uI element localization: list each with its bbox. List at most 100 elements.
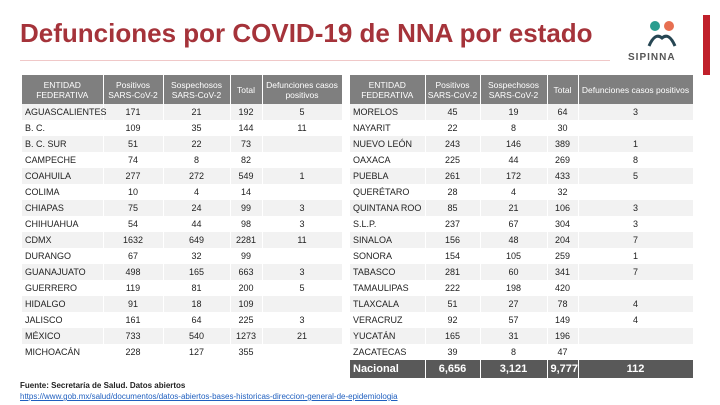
value-cell: 39	[425, 344, 481, 360]
source-link[interactable]: https://www.gob.mx/salud/documentos/dato…	[20, 392, 398, 401]
value-cell: 57	[480, 312, 548, 328]
table-row: SINALOA 156 48 204 7	[350, 232, 694, 248]
value-cell: 21	[262, 328, 343, 344]
value-cell: 127	[163, 344, 231, 360]
column-header: ENTIDAD FEDERATIVA	[22, 75, 104, 104]
column-header: Sospechosos SARS-CoV-2	[480, 75, 548, 104]
value-cell: 7	[578, 264, 694, 280]
value-cell: 277	[103, 168, 164, 184]
table-row: MÉXICO 733 540 1273 21	[22, 328, 343, 344]
value-cell: 1	[578, 136, 694, 152]
value-cell: 67	[103, 248, 164, 264]
value-cell: 44	[480, 152, 548, 168]
value-cell: 85	[425, 200, 481, 216]
value-cell: 5	[262, 280, 343, 296]
value-cell: 74	[103, 152, 164, 168]
empty-cell	[262, 136, 343, 152]
state-cell: COAHUILA	[22, 168, 104, 184]
value-cell: 8	[480, 344, 548, 360]
total-cell: 3,121	[480, 360, 548, 378]
table-row: B. C. 109 35 144 11	[22, 120, 343, 136]
state-cell: SINALOA	[350, 232, 426, 248]
empty-cell	[578, 184, 694, 200]
header-row: ENTIDAD FEDERATIVA Positivos SARS-CoV-2 So…	[22, 75, 343, 104]
header-row: ENTIDAD FEDERATIVA Positivos SARS-CoV-2 So…	[350, 75, 694, 104]
table-row: SONORA 154 105 259 1	[350, 248, 694, 264]
value-cell: 99	[230, 200, 263, 216]
state-cell: QUERÉTARO	[350, 184, 426, 200]
value-cell: 24	[163, 200, 231, 216]
value-cell: 35	[163, 120, 231, 136]
value-cell: 73	[230, 136, 263, 152]
state-cell: B. C. SUR	[22, 136, 104, 152]
value-cell: 3	[262, 312, 343, 328]
table-row: GUERRERO 119 81 200 5	[22, 280, 343, 296]
logo-icon	[647, 21, 677, 47]
value-cell: 196	[547, 328, 579, 344]
total-row: Nacional 6,656 3,121 9,777 112	[350, 360, 694, 378]
value-cell: 1273	[230, 328, 263, 344]
state-cell: SONORA	[350, 248, 426, 264]
state-cell: TLAXCALA	[350, 296, 426, 312]
title: Defunciones por COVID-19 de NNA por esta…	[20, 18, 593, 48]
empty-cell	[262, 296, 343, 312]
value-cell: 225	[230, 312, 263, 328]
value-cell: 27	[480, 296, 548, 312]
value-cell: 649	[163, 232, 231, 248]
value-cell: 119	[103, 280, 164, 296]
column-header: Positivos SARS-CoV-2	[425, 75, 481, 104]
state-cell: AGUASCALIENTES	[22, 104, 107, 120]
value-cell: 200	[230, 280, 263, 296]
column-header: Sospechosos SARS-CoV-2	[163, 75, 231, 104]
value-cell: 98	[230, 216, 263, 232]
value-cell: 3	[578, 200, 694, 216]
value-cell: 105	[480, 248, 548, 264]
table-row: ZACATECAS 39 8 47	[350, 344, 694, 360]
value-cell: 161	[103, 312, 164, 328]
table-row: COAHUILA 277 272 549 1	[22, 168, 343, 184]
value-cell: 30	[547, 120, 579, 136]
table-row: MICHOACÁN 228 127 355	[22, 344, 343, 360]
total-cell: 112	[578, 360, 694, 378]
data-table: ENTIDAD FEDERATIVA Positivos SARS-CoV-2 So…	[350, 75, 694, 378]
state-cell: NAYARIT	[350, 120, 426, 136]
value-cell: 1632	[103, 232, 164, 248]
value-cell: 109	[103, 120, 164, 136]
empty-cell	[578, 120, 694, 136]
total-cell: 6,656	[425, 360, 481, 378]
value-cell: 4	[480, 184, 548, 200]
table-row: TABASCO 281 60 341 7	[350, 264, 694, 280]
state-cell: JALISCO	[22, 312, 104, 328]
state-cell: HIDALGO	[22, 296, 104, 312]
state-cell: ZACATECAS	[350, 344, 426, 360]
value-cell: 222	[425, 280, 481, 296]
value-cell: 14	[230, 184, 263, 200]
value-cell: 21	[163, 104, 231, 120]
table-row: JALISCO 161 64 225 3	[22, 312, 343, 328]
value-cell: 156	[425, 232, 481, 248]
value-cell: 4	[163, 184, 231, 200]
value-cell: 11	[262, 232, 343, 248]
source: Fuente: Secretaría de Salud. Datos abier…	[20, 381, 186, 390]
empty-cell	[578, 328, 694, 344]
table-row: PUEBLA 261 172 433 5	[350, 168, 694, 184]
value-cell: 8	[163, 152, 231, 168]
column-header: Defunciones casos positivos	[578, 75, 694, 104]
state-cell: CAMPECHE	[22, 152, 104, 168]
table-row: TAMAULIPAS 222 198 420	[350, 280, 694, 296]
value-cell: 281	[425, 264, 481, 280]
value-cell: 355	[230, 344, 263, 360]
value-cell: 1	[262, 168, 343, 184]
value-cell: 540	[163, 328, 231, 344]
value-cell: 7	[578, 232, 694, 248]
state-cell: MÉXICO	[22, 328, 104, 344]
logo-text: SIPINNA	[628, 52, 676, 63]
table-row: NUEVO LEÓN 243 146 389 1	[350, 136, 694, 152]
value-cell: 149	[547, 312, 579, 328]
state-cell: MICHOACÁN	[22, 344, 104, 360]
value-cell: 1	[578, 248, 694, 264]
value-cell: 154	[425, 248, 481, 264]
value-cell: 45	[425, 104, 481, 120]
value-cell: 32	[547, 184, 579, 200]
value-cell: 3	[262, 264, 343, 280]
